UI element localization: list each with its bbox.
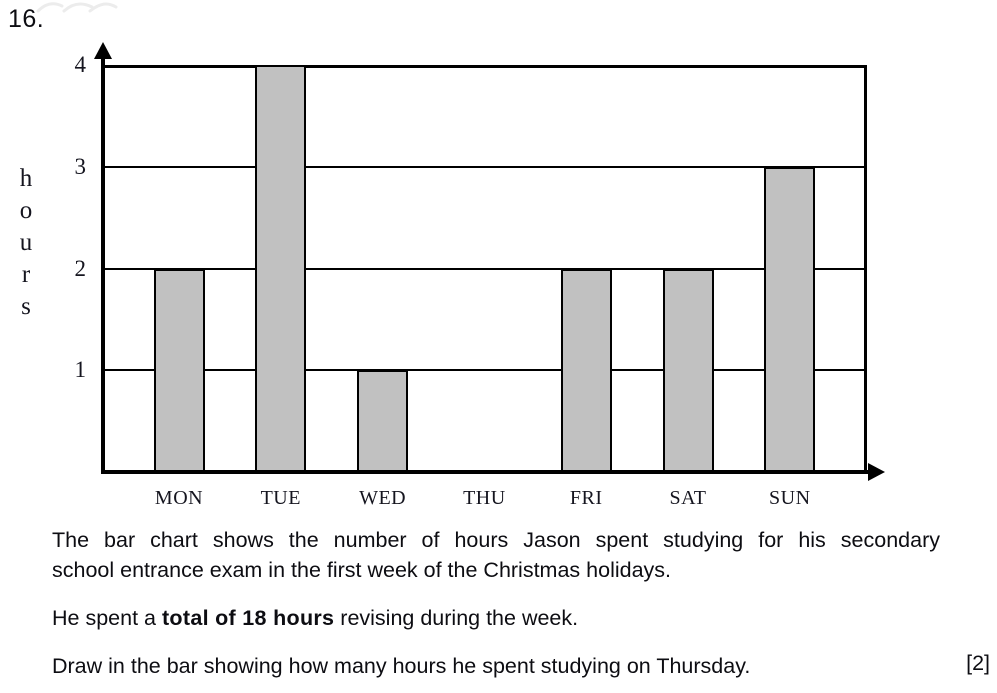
y-axis-label-letter: s [21,293,31,320]
plot-area [105,65,867,472]
x-axis-labels: MON TUE WED THU FRI SAT SUN [0,487,997,513]
x-label-wed: WED [359,487,407,509]
bar-wed [357,370,409,472]
x-label-thu: THU [463,487,506,509]
total-hours-bold: total of 18 hours [161,606,335,630]
description-line-1: The bar chart shows the number of hours … [52,528,940,552]
bar-mon [153,268,205,472]
bar-fri [560,268,612,472]
y-axis-label-letter: u [19,229,33,256]
y-axis-arrowhead-icon [94,42,112,59]
y-axis-label-letter: o [19,197,33,224]
x-label-sun: SUN [769,487,811,509]
x-label-mon: MON [154,487,204,509]
gridline-1 [105,369,864,372]
x-label-tue: TUE [260,487,301,509]
cropped-pen-marks-artifact [36,2,118,13]
y-tick-3: 3 [74,153,87,179]
y-axis-label-letter: h [19,165,33,192]
x-label-sat: SAT [669,487,707,509]
gridline-3 [105,165,864,168]
y-tick-4: 4 [74,52,87,77]
x-axis-arrowhead-icon [868,463,885,481]
description-line-2: school entrance exam in the first week o… [52,558,672,582]
x-axis-line [101,470,871,474]
y-tick-1: 1 [74,357,87,383]
x-label-fri: FRI [569,487,603,509]
total-hours-prefix: He spent a [52,606,162,630]
bar-tue [255,65,307,472]
total-hours-sentence: He spent a total of 18 hours revising du… [52,603,578,633]
draw-instruction: Draw in the bar showing how many hours h… [52,654,751,678]
gridline-2 [105,267,864,270]
bar-sat [662,268,714,472]
y-axis-label-letter: r [21,261,31,288]
y-axis-line [101,54,105,474]
bar-sun [764,166,816,472]
y-tick-2: 2 [74,255,87,281]
total-hours-suffix: revising during the week. [334,606,579,630]
marks-badge: [2] [966,651,990,675]
